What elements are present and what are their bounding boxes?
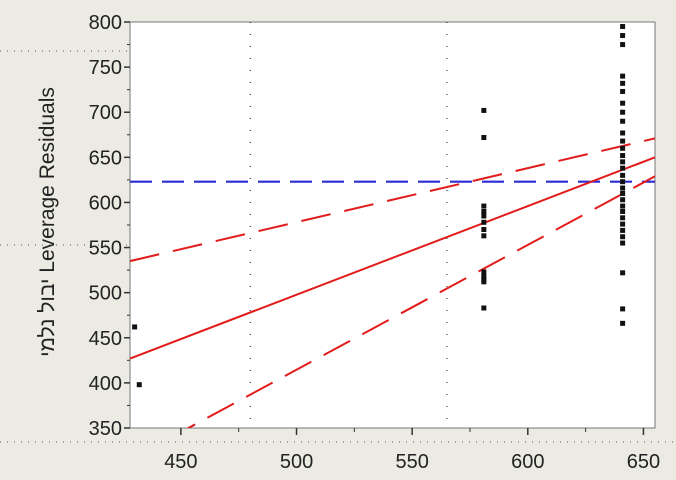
data-point bbox=[481, 233, 487, 239]
y-tick-label: 800 bbox=[89, 12, 122, 34]
y-tick-label: 650 bbox=[89, 147, 122, 169]
data-point bbox=[620, 227, 626, 233]
lower-confidence-curve bbox=[186, 175, 655, 428]
data-point bbox=[481, 273, 487, 279]
data-point bbox=[132, 324, 138, 330]
data-point bbox=[481, 305, 487, 311]
data-point bbox=[620, 80, 626, 86]
data-point bbox=[620, 306, 626, 312]
data-point bbox=[481, 219, 487, 225]
x-tick-label: 650 bbox=[627, 451, 660, 473]
data-point bbox=[481, 269, 487, 275]
data-point bbox=[620, 172, 626, 178]
data-point bbox=[620, 130, 626, 136]
data-point bbox=[620, 240, 626, 246]
data-point bbox=[620, 33, 626, 39]
data-points bbox=[132, 24, 626, 388]
data-point bbox=[620, 165, 626, 171]
data-point bbox=[481, 134, 487, 140]
x-tick-label: 450 bbox=[164, 451, 197, 473]
data-point bbox=[620, 208, 626, 214]
data-point bbox=[136, 382, 142, 388]
data-point bbox=[481, 276, 487, 282]
upper-confidence-curve bbox=[130, 137, 655, 263]
fit-line bbox=[130, 156, 655, 360]
data-point bbox=[620, 320, 626, 326]
fit-lines bbox=[130, 137, 655, 428]
data-point bbox=[620, 190, 626, 196]
data-point bbox=[620, 203, 626, 209]
y-axis-label: יבול נלמי Leverage Residuals bbox=[36, 87, 59, 357]
y-tick-label: 550 bbox=[89, 238, 122, 260]
data-point bbox=[481, 107, 487, 113]
x-tick-label: 500 bbox=[280, 451, 313, 473]
data-point bbox=[481, 213, 487, 219]
data-point bbox=[620, 24, 626, 30]
data-point bbox=[620, 42, 626, 48]
x-axis: 450 500 550 600 650 bbox=[164, 428, 660, 473]
y-tick-label: 400 bbox=[89, 373, 122, 395]
data-point bbox=[620, 145, 626, 151]
data-point bbox=[620, 100, 626, 106]
data-point bbox=[620, 73, 626, 79]
x-tick-label: 600 bbox=[511, 451, 544, 473]
data-point bbox=[481, 203, 487, 209]
data-point bbox=[620, 179, 626, 185]
data-point bbox=[620, 153, 626, 159]
data-point bbox=[620, 185, 626, 191]
y-tick-label: 350 bbox=[89, 418, 122, 440]
data-point bbox=[620, 215, 626, 221]
y-tick-label: 450 bbox=[89, 328, 122, 350]
data-point bbox=[620, 159, 626, 165]
y-tick-label: 500 bbox=[89, 283, 122, 305]
plot-area bbox=[129, 21, 656, 429]
y-axis: 350 400 450 500 550 600 650 700 750 800 bbox=[89, 12, 130, 440]
data-point bbox=[620, 197, 626, 203]
data-point bbox=[620, 138, 626, 144]
y-tick-label: 750 bbox=[89, 57, 122, 79]
y-tick-label: 600 bbox=[89, 192, 122, 214]
data-point bbox=[620, 118, 626, 124]
data-point bbox=[481, 227, 487, 233]
data-point bbox=[620, 234, 626, 240]
y-tick-label: 700 bbox=[89, 102, 122, 124]
data-point bbox=[620, 109, 626, 115]
data-point bbox=[620, 88, 626, 94]
data-point bbox=[481, 208, 487, 214]
x-tick-label: 550 bbox=[395, 451, 428, 473]
data-point bbox=[481, 279, 487, 285]
data-point bbox=[620, 270, 626, 276]
data-point bbox=[620, 221, 626, 227]
